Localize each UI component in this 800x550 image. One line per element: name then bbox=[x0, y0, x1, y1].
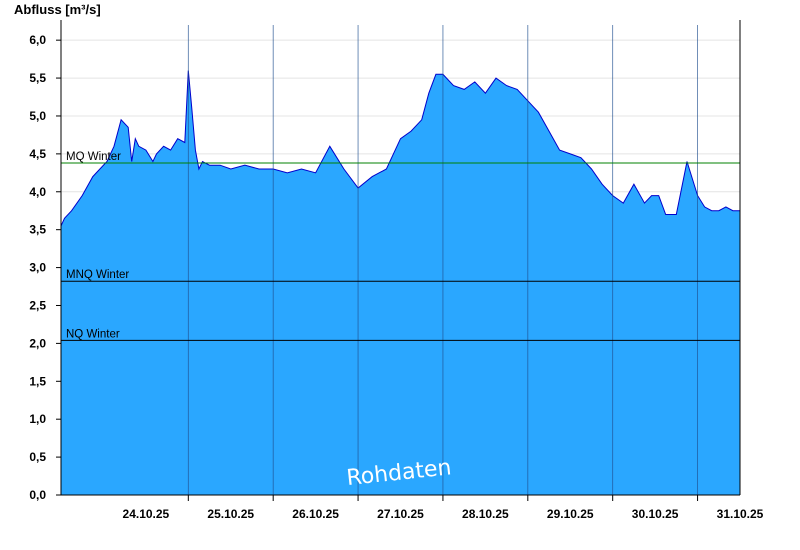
axes bbox=[60, 20, 741, 496]
reference-lines: MQ Winter MNQ Winter NQ Winter bbox=[61, 151, 740, 341]
y-tick-label: 5,5 bbox=[29, 71, 46, 85]
reference-label-0: MQ Winter bbox=[66, 151, 121, 163]
x-tick-label: 29.10.25 bbox=[547, 507, 594, 521]
y-tick-labels: 0,0 0,5 1,0 1,5 2,0 2,5 3,0 3,5 4,0 4,5 5,0 5,5 6,0 bbox=[29, 33, 61, 502]
y-tick-label: 0,5 bbox=[29, 450, 46, 464]
day-separator-lines bbox=[187, 25, 698, 495]
discharge-line bbox=[60, 70, 740, 227]
y-tick-label: 4,5 bbox=[29, 147, 46, 161]
y-tick-label: 0,0 bbox=[29, 488, 46, 502]
y-tick-label: 1,5 bbox=[29, 374, 46, 388]
discharge-area-fill bbox=[61, 70, 740, 495]
reference-label-1: MNQ Winter bbox=[66, 269, 129, 281]
x-tick-label: 30.10.25 bbox=[632, 507, 679, 521]
y-tick-label: 2,0 bbox=[29, 336, 46, 350]
reference-label-2: NQ Winter bbox=[66, 328, 120, 340]
y-tick-label: 3,5 bbox=[29, 223, 46, 237]
y-tick-label: 1,0 bbox=[29, 412, 46, 426]
discharge-area bbox=[60, 70, 740, 495]
y-tick-label: 6,0 bbox=[29, 33, 46, 47]
x-tick-label: 25.10.25 bbox=[207, 507, 254, 521]
x-tick-label: 28.10.25 bbox=[462, 507, 509, 521]
x-tick-label: 26.10.25 bbox=[292, 507, 339, 521]
y-tick-label: 3,0 bbox=[29, 261, 46, 275]
y-tick-label: 2,5 bbox=[29, 298, 46, 312]
x-tick-labels: 24.10.25 25.10.25 26.10.25 27.10.25 28.10.25… bbox=[123, 495, 764, 521]
y-tick-label: 4,0 bbox=[29, 185, 46, 199]
x-tick-label: 31.10.25 bbox=[717, 507, 764, 521]
x-tick-label: 24.10.25 bbox=[123, 507, 170, 521]
y-axis-label: Abfluss [m³/s] bbox=[14, 2, 101, 17]
y-tick-label: 5,0 bbox=[29, 109, 46, 123]
x-tick-label: 27.10.25 bbox=[377, 507, 424, 521]
